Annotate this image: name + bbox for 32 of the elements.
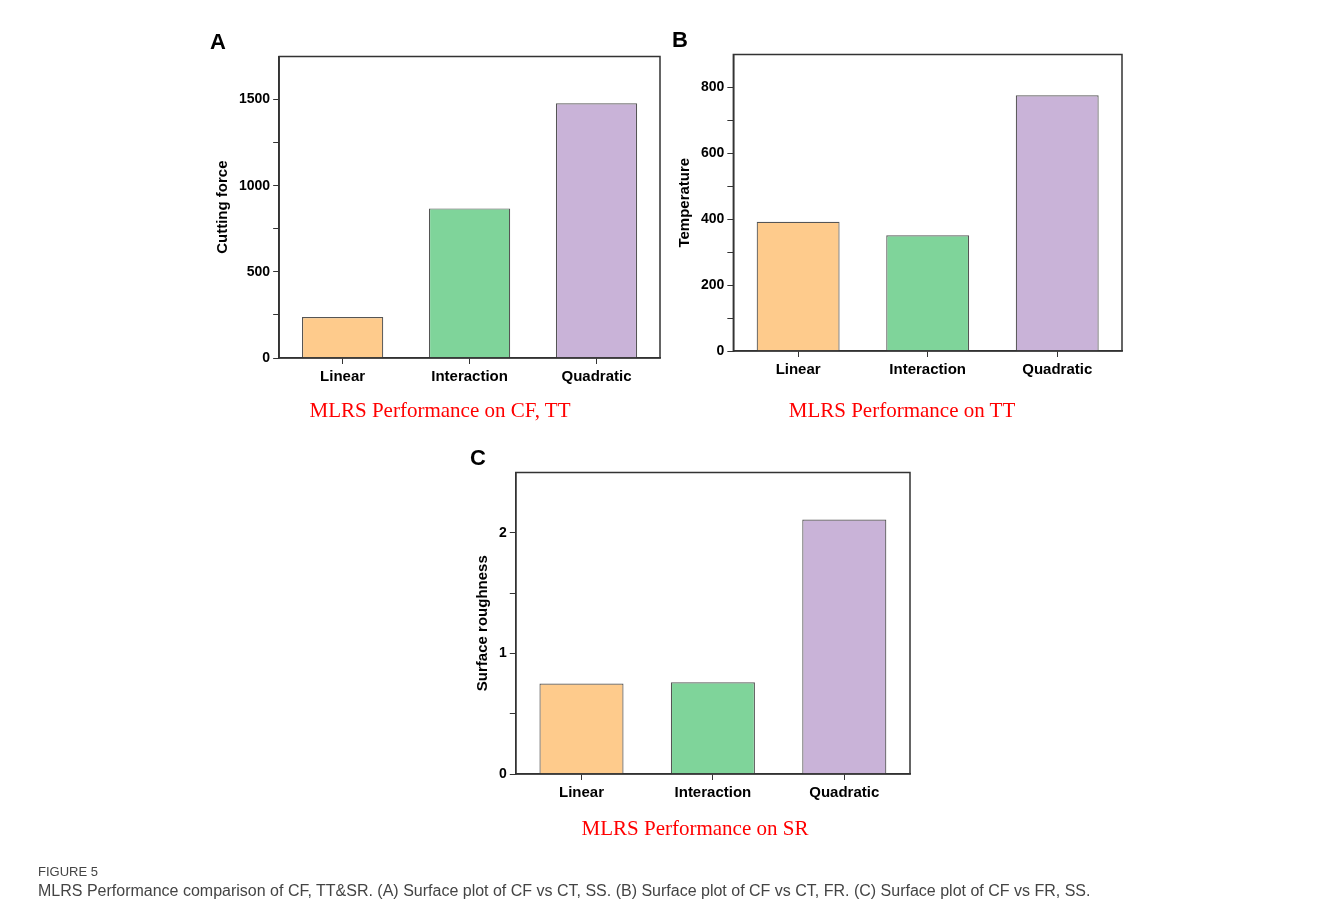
text: MLRS Performance on CF, TT xyxy=(308,398,572,423)
y-tick-label: 800 xyxy=(701,78,725,95)
chart-title: A xyxy=(210,29,226,55)
y-tick-label: 600 xyxy=(701,144,725,161)
chart-title: B xyxy=(672,27,688,53)
y-axis-title: Surface roughness xyxy=(473,555,491,692)
text: MLRS Performance comparison of CF, TT&SR. (A) Surface plot of CF vs CT, SS. (B) Surface plot of CF vs CT, FR. (C) Surface plot of CF vs FR, SS. xyxy=(38,882,1091,900)
chart-title: C xyxy=(470,445,486,471)
x-tick-label: Interaction xyxy=(889,360,967,378)
text: MLRS Performance on SR xyxy=(580,816,810,841)
y-tick-label: 0 xyxy=(498,764,507,781)
y-tick-label: 1500 xyxy=(238,90,271,107)
y-tick-label: 500 xyxy=(246,262,271,279)
caption: FIGURE 5 xyxy=(38,864,98,879)
y-tick-label: 0 xyxy=(262,348,271,365)
x-tick-label: Linear xyxy=(775,360,821,378)
x-tick-label: Interaction xyxy=(431,367,508,385)
y-axis-title: Cutting force xyxy=(213,160,231,254)
x-tick-label: Linear xyxy=(558,783,605,801)
x-tick-label: Quadratic xyxy=(809,783,880,801)
x-tick-label: Interaction xyxy=(674,783,752,801)
text: MLRS Performance on TT xyxy=(787,398,1017,423)
y-tick-label: 1000 xyxy=(238,176,271,193)
x-tick-label: Quadratic xyxy=(561,367,632,385)
y-tick-label: 2 xyxy=(498,523,507,540)
x-tick-label: Quadratic xyxy=(1022,360,1093,378)
y-tick-label: 1 xyxy=(498,644,507,661)
x-tick-label: Linear xyxy=(320,367,366,385)
y-axis-title: Temperature xyxy=(675,157,693,248)
y-tick-label: 0 xyxy=(716,341,725,358)
y-tick-label: 400 xyxy=(701,210,725,227)
y-tick-label: 200 xyxy=(701,275,725,292)
